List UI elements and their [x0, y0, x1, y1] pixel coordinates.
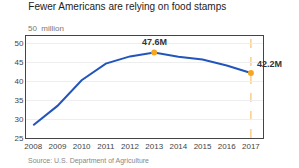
- svg-text:2008: 2008: [24, 142, 42, 151]
- svg-text:50 million: 50 million: [28, 24, 64, 33]
- svg-text:30: 30: [14, 115, 23, 124]
- svg-text:35: 35: [14, 96, 23, 105]
- svg-text:25: 25: [14, 134, 23, 143]
- svg-text:47.6M: 47.6M: [142, 37, 167, 47]
- svg-text:2009: 2009: [49, 142, 67, 151]
- svg-text:2013: 2013: [145, 142, 163, 151]
- svg-text:2011: 2011: [97, 142, 115, 151]
- svg-text:2010: 2010: [73, 142, 91, 151]
- svg-text:42.2M: 42.2M: [257, 59, 282, 69]
- svg-text:Source: U.S. Department of Agr: Source: U.S. Department of Agriculture: [28, 157, 149, 165]
- svg-text:2012: 2012: [121, 142, 139, 151]
- svg-text:2014: 2014: [169, 142, 187, 151]
- svg-text:2017: 2017: [242, 142, 260, 151]
- svg-text:2016: 2016: [218, 142, 236, 151]
- svg-text:2015: 2015: [194, 142, 212, 151]
- svg-text:45: 45: [14, 58, 23, 67]
- svg-text:40: 40: [14, 77, 23, 86]
- svg-text:50: 50: [14, 39, 23, 48]
- svg-text:Fewer Americans are relying on: Fewer Americans are relying on food stam…: [28, 1, 226, 12]
